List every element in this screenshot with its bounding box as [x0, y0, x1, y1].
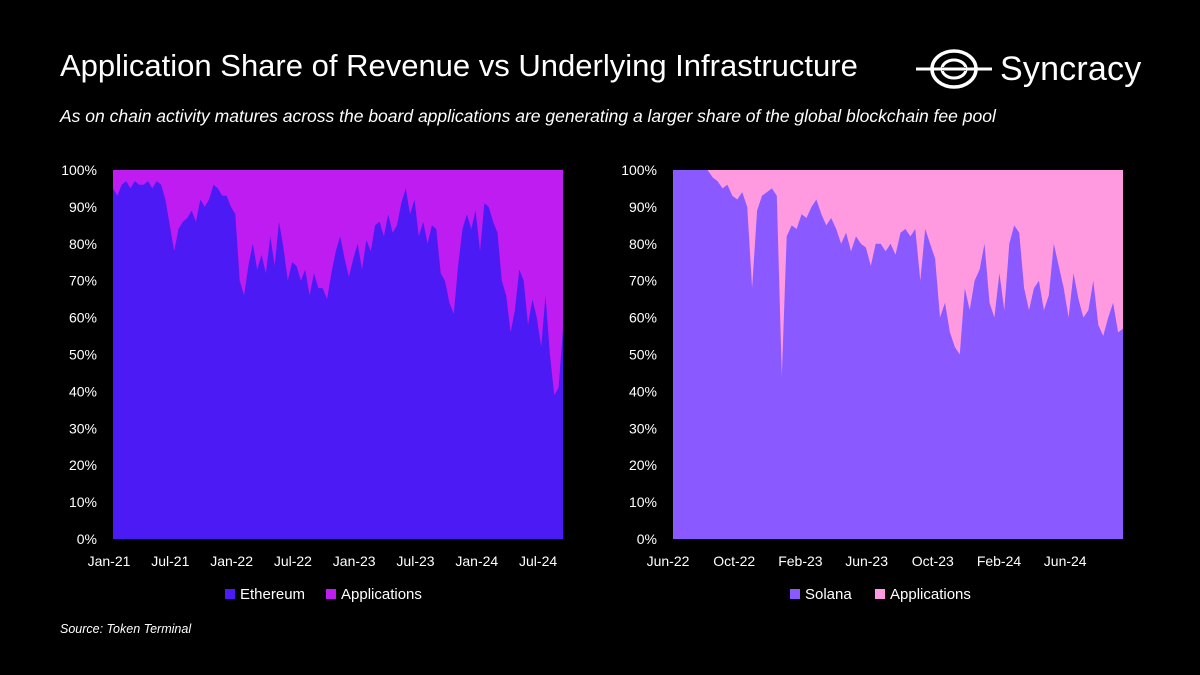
x-tick-label: Oct-22: [713, 553, 755, 569]
legend-swatch: [326, 589, 336, 599]
x-tick-label: Oct-23: [912, 553, 954, 569]
y-tick-label: 60%: [629, 310, 657, 326]
x-tick-label: Jul-21: [151, 553, 189, 569]
x-tick-label: Jul-22: [274, 553, 312, 569]
y-tick-label: 50%: [629, 347, 657, 363]
ethereum-chart-svg: 0% 10% 20% 30% 40% 50% 60% 70% 80% 90% 100% Jan-21 J…: [61, 162, 563, 603]
y-tick-label: 70%: [629, 273, 657, 289]
y-tick-label: 30%: [69, 420, 97, 436]
x-tick-label: Feb-23: [778, 553, 823, 569]
series-area-solana: [673, 170, 1123, 539]
legend-label: Solana: [805, 586, 852, 603]
x-tick-label: Jan-21: [88, 553, 131, 569]
x-tick-label: Jan-23: [333, 553, 376, 569]
y-tick-label: 0%: [637, 531, 657, 547]
y-tick-label: 30%: [629, 420, 657, 436]
legend-label: Applications: [890, 586, 971, 603]
x-tick-label: Jan-24: [455, 553, 498, 569]
y-tick-label: 50%: [69, 347, 97, 363]
legend-swatch: [225, 589, 235, 599]
legend-label: Ethereum: [240, 586, 305, 603]
x-tick-label: Jun-22: [647, 553, 690, 569]
syncracy-logo-icon: [916, 49, 992, 89]
x-tick-label: Jul-23: [396, 553, 434, 569]
y-tick-label: 10%: [69, 494, 97, 510]
y-tick-label: 80%: [629, 236, 657, 252]
solana-chart-svg: 0% 10% 20% 30% 40% 50% 60% 70% 80% 90% 100% Jun-22 O…: [621, 162, 1123, 603]
y-tick-label: 40%: [629, 383, 657, 399]
solana-share-chart: 0% 10% 20% 30% 40% 50% 60% 70% 80% 90% 100% Jun-22 O…: [600, 150, 1160, 620]
series-area-ethereum: [113, 181, 563, 539]
y-tick-label: 70%: [69, 273, 97, 289]
ethereum-share-chart: 0% 10% 20% 30% 40% 50% 60% 70% 80% 90% 100% Jan-21 J…: [40, 150, 600, 620]
x-tick-label: Jun-23: [845, 553, 888, 569]
y-tick-label: 20%: [69, 457, 97, 473]
legend-swatch: [790, 589, 800, 599]
y-tick-label: 100%: [61, 162, 97, 178]
x-tick-label: Jun-24: [1044, 553, 1087, 569]
y-tick-label: 0%: [77, 531, 97, 547]
x-tick-label: Feb-24: [977, 553, 1022, 569]
y-tick-label: 80%: [69, 236, 97, 252]
source-note: Source: Token Terminal: [60, 622, 192, 636]
brand-name: Syncracy: [1000, 49, 1142, 88]
y-tick-label: 100%: [621, 162, 657, 178]
page-subtitle: As on chain activity matures across the …: [60, 106, 996, 126]
legend-swatch: [875, 589, 885, 599]
brand-logo: Syncracy: [914, 46, 1141, 92]
y-tick-label: 20%: [629, 457, 657, 473]
x-tick-label: Jan-22: [210, 553, 253, 569]
x-tick-label: Jul-24: [519, 553, 557, 569]
y-tick-label: 40%: [69, 383, 97, 399]
y-tick-label: 10%: [629, 494, 657, 510]
y-tick-label: 90%: [629, 199, 657, 215]
y-tick-label: 60%: [69, 310, 97, 326]
y-tick-label: 90%: [69, 199, 97, 215]
legend-label: Applications: [341, 586, 422, 603]
page-title: Application Share of Revenue vs Underlyi…: [60, 48, 858, 83]
